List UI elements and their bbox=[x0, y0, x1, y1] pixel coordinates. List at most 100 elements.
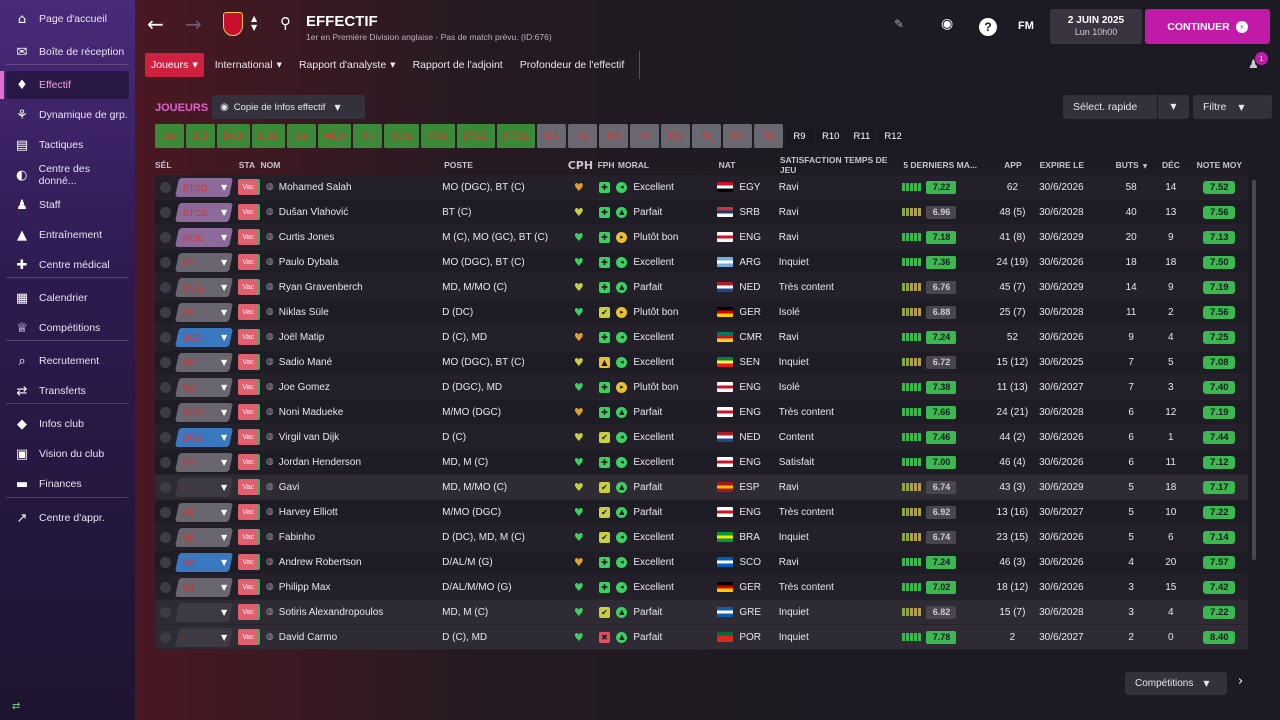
vacation-status-badge[interactable]: Vac bbox=[238, 204, 261, 220]
table-row[interactable]: DCD ▼ Vac ◍ Joël Matip D (C), MD ♥ ✚ ◂ Excellent C… bbox=[155, 325, 1248, 350]
vacation-status-badge[interactable]: Vac bbox=[238, 379, 261, 395]
position-filter-chip[interactable]: MC bbox=[353, 124, 383, 148]
vacation-status-badge[interactable]: Vac bbox=[238, 479, 261, 495]
sidebar-item-8[interactable]: ▲ Entraînement bbox=[6, 221, 129, 249]
select-cell[interactable] bbox=[155, 181, 177, 193]
select-cell[interactable] bbox=[155, 431, 177, 443]
name-cell[interactable]: ◍ Joe Gomez bbox=[262, 382, 442, 393]
player-name[interactable]: Virgil van Dijk bbox=[278, 431, 340, 443]
sidebar-swap-icon[interactable]: ⇄ bbox=[12, 701, 21, 712]
position-dropdown[interactable]: MC ▼ bbox=[174, 453, 233, 472]
select-checkbox[interactable] bbox=[160, 381, 172, 393]
select-checkbox[interactable] bbox=[160, 556, 172, 568]
position-dropdown[interactable]: DCG ▼ bbox=[174, 428, 233, 447]
name-cell[interactable]: ◍ Mohamed Salah bbox=[262, 182, 442, 193]
position-filter-chip[interactable]: R2 bbox=[567, 124, 597, 148]
select-checkbox[interactable] bbox=[160, 431, 172, 443]
position-filter-chip[interactable]: MCD bbox=[317, 124, 352, 148]
position-filter-chip[interactable]: R5 bbox=[660, 124, 690, 148]
table-row[interactable]: - ▼ Vac ◍ Sotiris Alexandropoulos MD, M (C) ♥ ✔… bbox=[155, 600, 1248, 625]
name-cell[interactable]: ◍ Niklas Süle bbox=[262, 307, 442, 318]
name-cell[interactable]: ◍ Harvey Elliott bbox=[262, 507, 442, 518]
sidebar-item-3[interactable]: ♦ Effectif bbox=[0, 71, 129, 99]
position-filter-chip[interactable]: R11 bbox=[847, 124, 877, 148]
table-row[interactable]: R4 ▼ Vac ◍ Philipp Max D/AL/M/MO (G) ♥ ✚ ◂ Excell… bbox=[155, 575, 1248, 600]
position-dropdown[interactable]: R2 ▼ bbox=[174, 303, 233, 322]
vacation-status-badge[interactable]: Vac bbox=[238, 404, 261, 420]
table-row[interactable]: MOC ▼ Vac ◍ Curtis Jones M (C), MO (GC), BT (… bbox=[155, 225, 1248, 250]
name-cell[interactable]: ◍ Jordan Henderson bbox=[262, 457, 442, 468]
position-filter-chip[interactable]: GB bbox=[155, 124, 184, 148]
vacation-status-badge[interactable]: Vac bbox=[238, 279, 261, 295]
position-filter-chip[interactable]: MCG bbox=[384, 124, 419, 148]
select-cell[interactable] bbox=[155, 206, 177, 218]
position-filter-chip[interactable]: R4 bbox=[629, 124, 659, 148]
name-cell[interactable]: ◍ Andrew Robertson bbox=[262, 557, 442, 568]
position-filter-chip[interactable]: DCD bbox=[217, 124, 250, 148]
player-name[interactable]: Fabinho bbox=[278, 531, 315, 543]
select-checkbox[interactable] bbox=[160, 531, 172, 543]
vacation-status-badge[interactable]: Vac bbox=[238, 454, 261, 470]
name-cell[interactable]: ◍ Sadio Mané bbox=[262, 357, 442, 368]
position-dropdown[interactable]: MCG ▼ bbox=[174, 278, 233, 297]
name-cell[interactable]: ◍ Gavi bbox=[262, 482, 442, 493]
select-cell[interactable] bbox=[155, 231, 177, 243]
back-arrow-icon[interactable]: ← bbox=[147, 12, 164, 36]
chevron-down-icon[interactable]: ▼ bbox=[1157, 95, 1189, 119]
sidebar-item-5[interactable]: ▤ Tactiques bbox=[6, 131, 129, 159]
player-name[interactable]: Harvey Elliott bbox=[278, 506, 338, 518]
player-name[interactable]: Sotiris Alexandropoulos bbox=[278, 606, 384, 618]
select-cell[interactable] bbox=[155, 306, 177, 318]
position-filter-chip[interactable]: DD bbox=[186, 124, 215, 148]
select-checkbox[interactable] bbox=[160, 206, 172, 218]
position-dropdown[interactable]: MCG ▼ bbox=[174, 403, 233, 422]
tab-1[interactable]: Joueurs ▼ bbox=[145, 53, 204, 77]
position-filter-chip[interactable]: BTCD bbox=[456, 124, 495, 148]
select-checkbox[interactable] bbox=[160, 331, 172, 343]
position-dropdown[interactable]: MOC ▼ bbox=[174, 228, 233, 247]
view-selector[interactable]: ◉ Copie de Infos effectif ▼ bbox=[212, 95, 365, 119]
select-checkbox[interactable] bbox=[160, 231, 172, 243]
tab-3[interactable]: Rapport d'analyste ▼ bbox=[293, 53, 402, 77]
vacation-status-badge[interactable]: Vac bbox=[238, 429, 261, 445]
name-cell[interactable]: ◍ David Carmo bbox=[262, 632, 442, 643]
position-dropdown[interactable]: BTCD ▼ bbox=[174, 178, 233, 197]
vacation-status-badge[interactable]: Vac bbox=[238, 179, 261, 195]
table-row[interactable]: R6 ▼ Vac ◍ Sadio Mané MO (DGC), BT (C) ♥ ▲ ◂ Exce… bbox=[155, 350, 1248, 375]
vacation-status-badge[interactable]: Vac bbox=[238, 304, 261, 320]
select-cell[interactable] bbox=[155, 356, 177, 368]
vacation-status-badge[interactable]: Vac bbox=[238, 604, 261, 620]
select-checkbox[interactable] bbox=[160, 406, 172, 418]
position-dropdown[interactable]: R4 ▼ bbox=[174, 578, 233, 597]
position-filter-chip[interactable]: R10 bbox=[815, 124, 846, 148]
world-icon[interactable]: ◉ bbox=[941, 16, 954, 32]
position-dropdown[interactable]: R8 ▼ bbox=[174, 503, 233, 522]
name-cell[interactable]: ◍ Virgil van Dijk bbox=[262, 432, 442, 443]
table-scrollbar[interactable] bbox=[1252, 180, 1256, 560]
name-cell[interactable]: ◍ Philipp Max bbox=[262, 582, 442, 593]
position-dropdown[interactable]: BTCG ▼ bbox=[174, 203, 233, 222]
sidebar-item-7[interactable]: ♟ Staff bbox=[6, 191, 129, 219]
help-icon[interactable]: ? bbox=[979, 18, 997, 36]
name-cell[interactable]: ◍ Noni Madueke bbox=[262, 407, 442, 418]
select-checkbox[interactable] bbox=[160, 306, 172, 318]
filter-button[interactable]: Filtre ▼ bbox=[1193, 95, 1272, 119]
vacation-status-badge[interactable]: Vac bbox=[238, 629, 261, 645]
fm-menu-icon[interactable]: FM bbox=[1018, 20, 1034, 32]
search-icon[interactable]: ⚲ bbox=[280, 14, 291, 32]
player-name[interactable]: Paulo Dybala bbox=[278, 256, 339, 268]
vacation-status-badge[interactable]: Vac bbox=[238, 229, 261, 245]
table-row[interactable]: R2 ▼ Vac ◍ Niklas Süle D (DC) ♥ ✔ ▸ Plutôt bon GER… bbox=[155, 300, 1248, 325]
position-filter-chip[interactable]: DCG bbox=[251, 124, 285, 148]
position-dropdown[interactable]: DG ▼ bbox=[174, 553, 233, 572]
player-name[interactable]: Sadio Mané bbox=[278, 356, 333, 368]
position-dropdown[interactable]: R5 ▼ bbox=[174, 528, 233, 547]
player-name[interactable]: Curtis Jones bbox=[278, 231, 335, 243]
select-checkbox[interactable] bbox=[160, 581, 172, 593]
select-cell[interactable] bbox=[155, 606, 177, 618]
sidebar-item-12[interactable]: ⌕ Recrutement bbox=[6, 347, 129, 375]
select-checkbox[interactable] bbox=[160, 481, 172, 493]
sidebar-item-15[interactable]: ▣ Vision du club bbox=[6, 440, 129, 468]
player-name[interactable]: Mohamed Salah bbox=[278, 181, 352, 193]
sidebar-item-2[interactable]: ✉ Boîte de réception bbox=[6, 38, 129, 66]
